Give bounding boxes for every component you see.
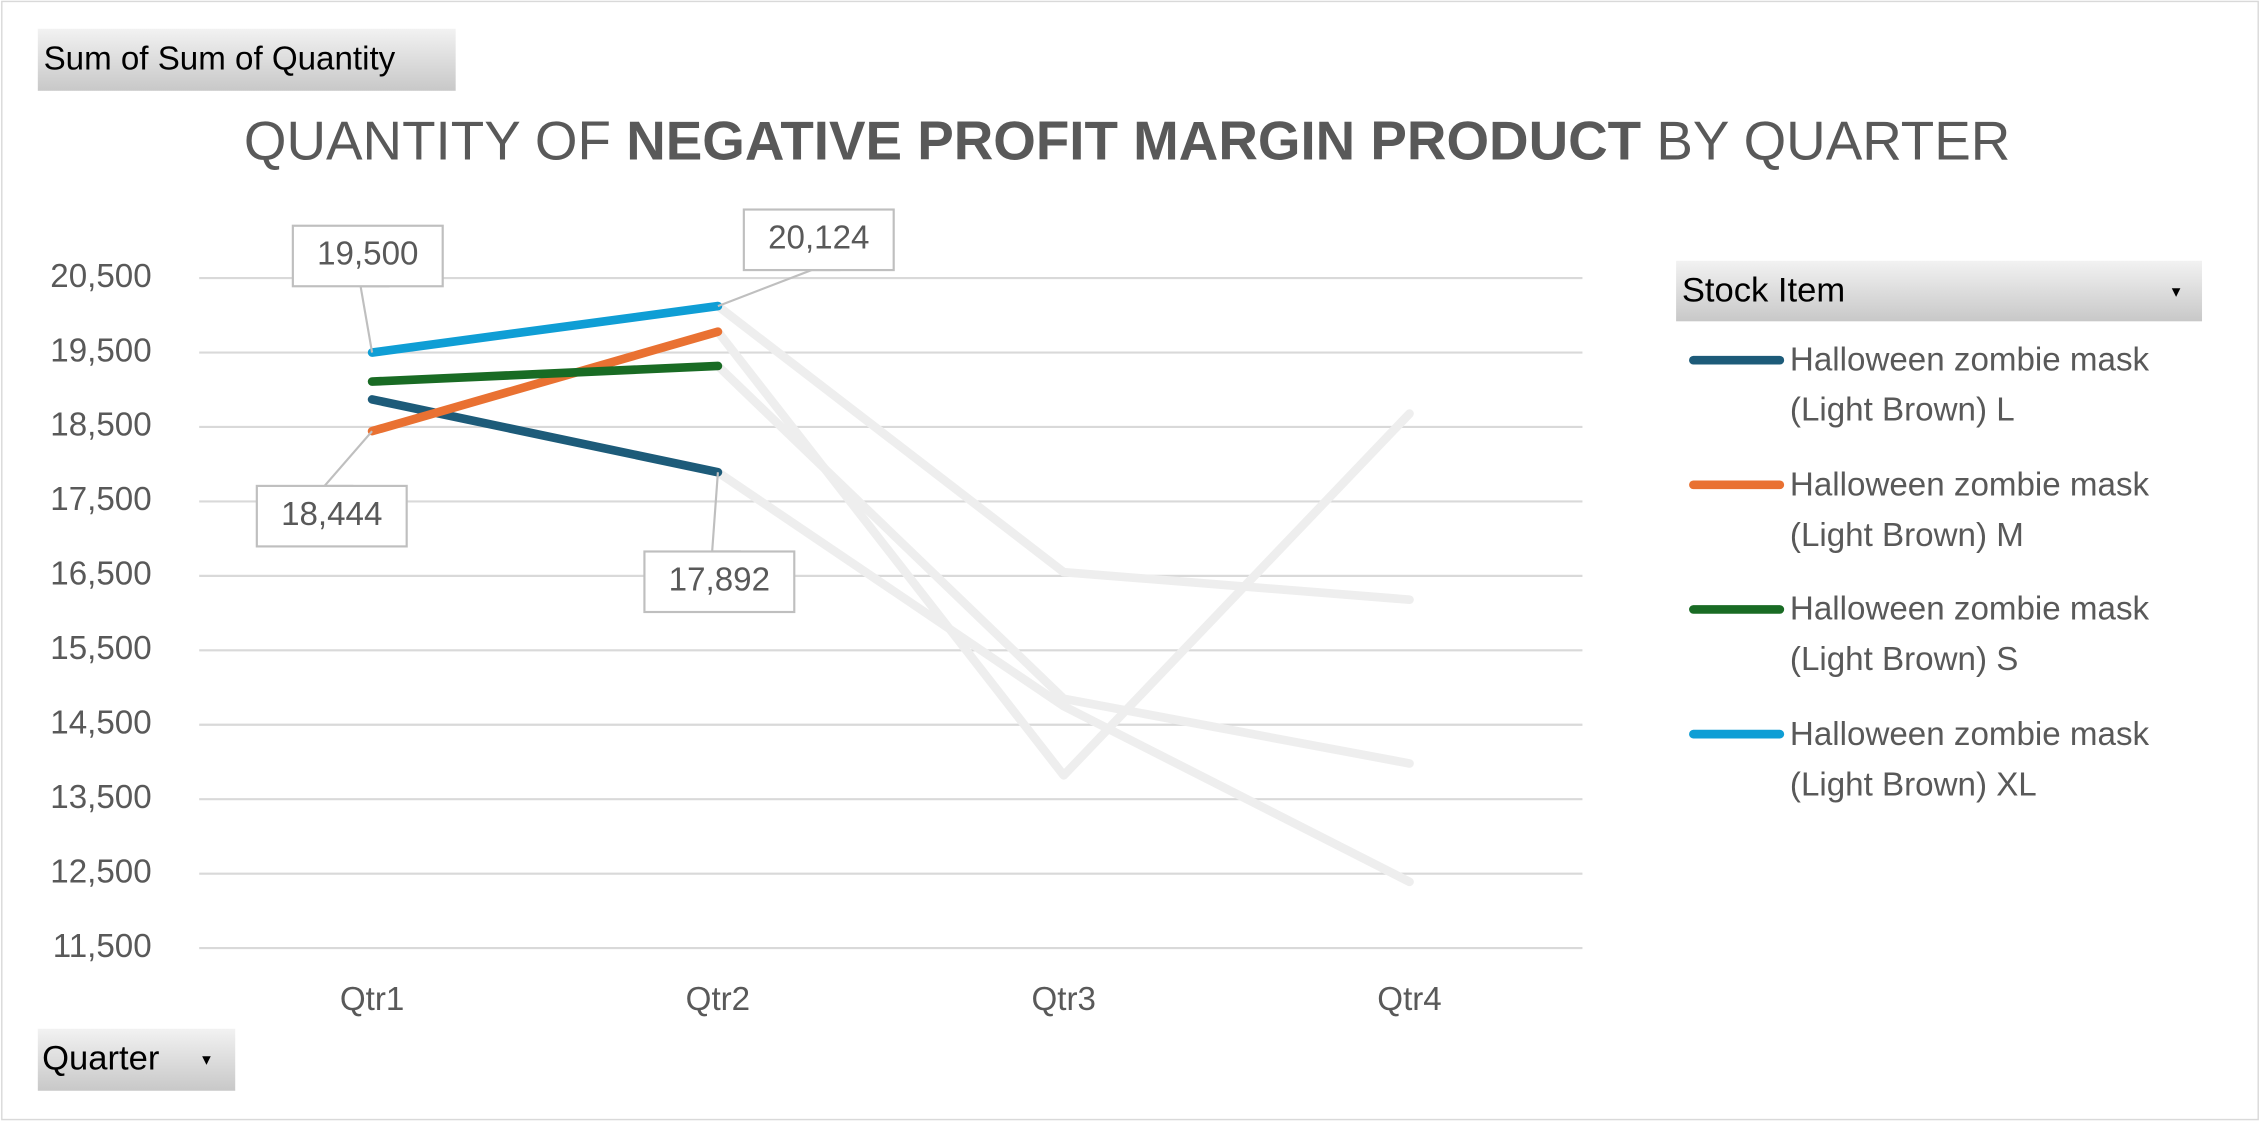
series-line bbox=[367, 301, 723, 357]
dropdown-arrow: ▾ bbox=[202, 1049, 211, 1069]
callout-box bbox=[742, 208, 895, 272]
x-tick-label: Qtr3 bbox=[1032, 981, 1096, 1018]
y-tick-label: 20,500 bbox=[50, 258, 151, 295]
button-label: Quarter bbox=[42, 1040, 159, 1078]
series-line bbox=[367, 327, 723, 436]
legend-entry: Halloween zombie mask (Light Brown) S bbox=[1789, 589, 2150, 678]
data-label: 19,500 bbox=[317, 236, 418, 273]
legend-label: Halloween zombie mask (Light Brown) S bbox=[1789, 589, 2150, 678]
y-tick-label: 14,500 bbox=[50, 705, 151, 742]
legend-label: Halloween zombie mask (Light Brown) L bbox=[1789, 340, 2150, 428]
x-tick-label: Qtr2 bbox=[686, 981, 750, 1018]
legend-entry: Halloween zombie mask (Light Brown) L bbox=[1789, 340, 2150, 428]
title-part: QUANTITY OF bbox=[244, 110, 611, 172]
button-label: Stock Item bbox=[1682, 272, 1845, 310]
faded-line bbox=[713, 361, 1414, 768]
y-tick-label: 19,500 bbox=[50, 332, 151, 369]
y-tick-label: 12,500 bbox=[50, 853, 151, 890]
title-emphasis: NEGATIVE PROFIT MARGIN PRODUCT bbox=[626, 110, 1641, 172]
chart-title: QUANTITY OF NEGATIVE PROFIT MARGIN PRODU… bbox=[244, 110, 2010, 172]
title-part: BY QUARTER bbox=[1656, 110, 2010, 172]
legend-field-button[interactable]: Stock Item ▾ bbox=[1676, 260, 2203, 322]
data-label: 17,892 bbox=[669, 561, 770, 598]
y-tick-label: 16,500 bbox=[50, 556, 151, 593]
data-label: 20,124 bbox=[768, 220, 869, 257]
y-tick-label: 13,500 bbox=[50, 779, 151, 816]
legend-entry: Halloween zombie mask (Light Brown) XL bbox=[1789, 713, 2150, 802]
axis-field-button[interactable]: Quarter ▾ bbox=[37, 1028, 236, 1091]
series-line bbox=[367, 361, 723, 386]
faded-line bbox=[713, 467, 1414, 887]
legend-label: Halloween zombie mask (Light Brown) M bbox=[1789, 464, 2150, 553]
legend-label: Halloween zombie mask (Light Brown) XL bbox=[1789, 713, 2150, 802]
callout-box bbox=[255, 484, 408, 548]
legend-entry: Halloween zombie mask (Light Brown) M bbox=[1789, 464, 2150, 553]
x-tick-label: Qtr4 bbox=[1377, 981, 1441, 1018]
dropdown-arrow: ▾ bbox=[2172, 281, 2181, 301]
values-field-button[interactable]: Sum of Sum of Quantity bbox=[37, 28, 456, 91]
button-label: Sum of Sum of Quantity bbox=[44, 40, 396, 77]
faded-line bbox=[713, 301, 1414, 605]
x-tick-label: Qtr1 bbox=[340, 981, 404, 1018]
data-label: 18,444 bbox=[281, 496, 382, 533]
callout-box bbox=[643, 550, 796, 614]
callout-box bbox=[291, 224, 444, 288]
y-tick-label: 11,500 bbox=[53, 928, 152, 965]
y-tick-label: 18,500 bbox=[50, 407, 151, 444]
y-tick-label: 15,500 bbox=[50, 630, 151, 667]
y-tick-label: 17,500 bbox=[50, 481, 151, 518]
